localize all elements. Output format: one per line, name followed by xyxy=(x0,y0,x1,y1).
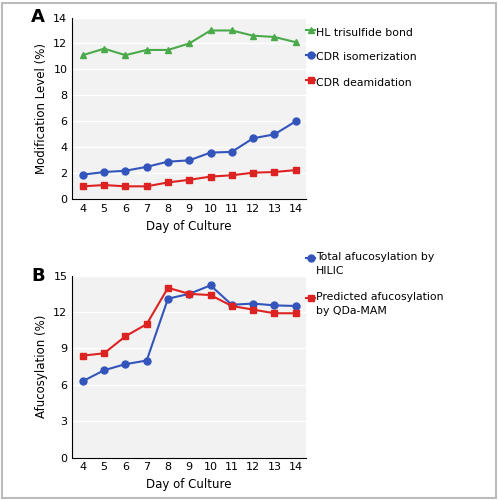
Text: HL trisulfide bond: HL trisulfide bond xyxy=(316,28,413,38)
Y-axis label: Modification Level (%): Modification Level (%) xyxy=(35,43,48,174)
X-axis label: Day of Culture: Day of Culture xyxy=(146,220,232,232)
X-axis label: Day of Culture: Day of Culture xyxy=(146,478,232,491)
Text: CDR isomerization: CDR isomerization xyxy=(316,52,417,62)
Text: B: B xyxy=(31,266,45,284)
Text: CDR deamidation: CDR deamidation xyxy=(316,78,412,88)
Text: Predicted afucosylation
by QDa-MAM: Predicted afucosylation by QDa-MAM xyxy=(316,292,444,316)
Y-axis label: Afucosylation (%): Afucosylation (%) xyxy=(35,315,48,418)
Text: Total afucosylation by
HILIC: Total afucosylation by HILIC xyxy=(316,252,434,276)
Text: A: A xyxy=(31,8,45,26)
